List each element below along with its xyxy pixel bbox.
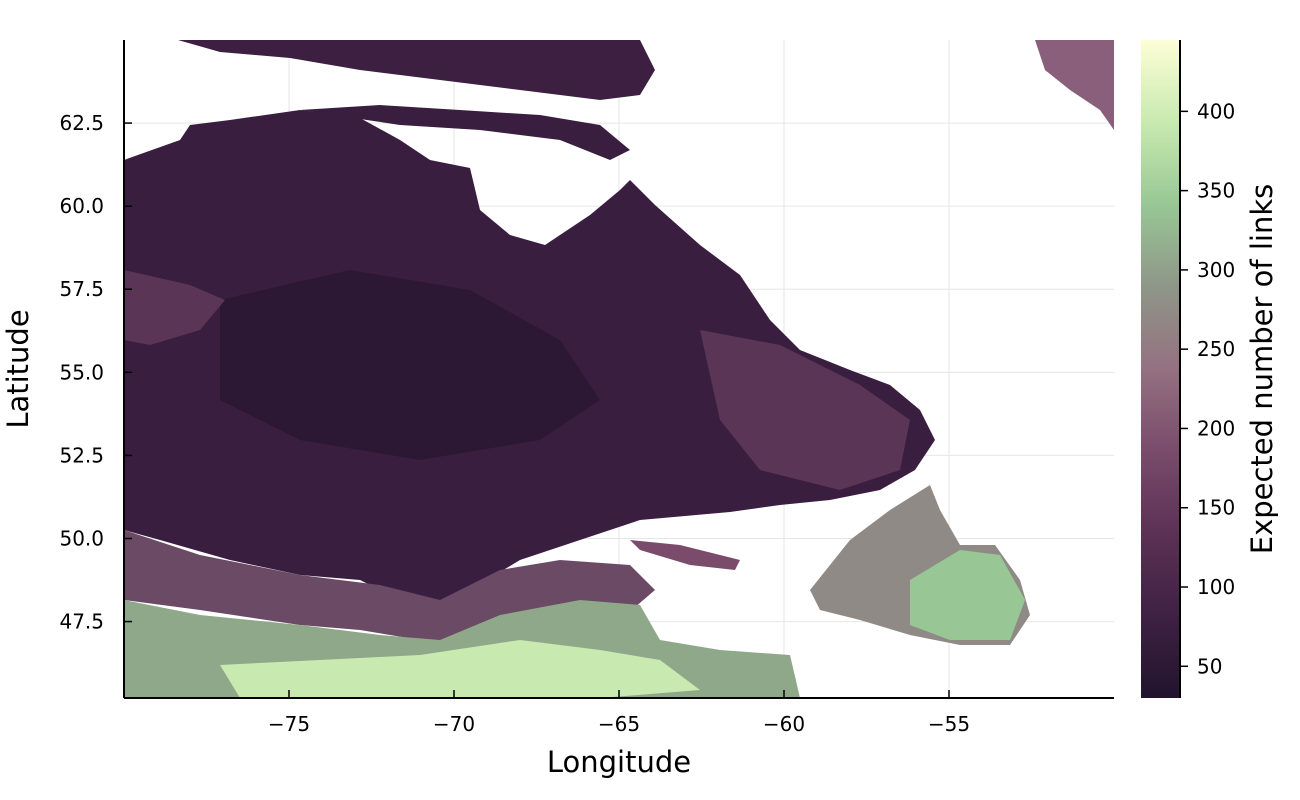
colorbar-tick-label: 50 <box>1197 654 1222 678</box>
y-axis-label: Latitude <box>1 309 35 428</box>
y-tick-label: 50.0 <box>59 526 104 550</box>
colorbar-tick-label: 400 <box>1197 99 1235 123</box>
colorbar-tick-label: 250 <box>1197 337 1235 361</box>
x-ticks: −75 −70 −65 −60 −55 <box>268 690 970 736</box>
y-tick-label: 57.5 <box>59 277 104 301</box>
region-east-light <box>700 330 910 490</box>
colorbar-tick-label: 200 <box>1197 416 1235 440</box>
region-greenland <box>1035 40 1114 130</box>
region-baffin <box>178 40 655 100</box>
y-tick-label: 52.5 <box>59 443 104 467</box>
region-west-islands <box>124 270 225 345</box>
x-tick-label: −65 <box>598 712 640 736</box>
region-baffin-south <box>300 105 630 160</box>
x-tick-label: −55 <box>928 712 970 736</box>
y-tick-label: 60.0 <box>59 194 104 218</box>
colorbar-tick-label: 150 <box>1197 496 1235 520</box>
colorbar-tick-label: 100 <box>1197 575 1235 599</box>
colorbar <box>1141 40 1180 698</box>
colorbar-tick-label: 300 <box>1197 258 1235 282</box>
y-tick-label: 55.0 <box>59 360 104 384</box>
colorbar-ticks: 50 100 150 200 250 300 350 400 <box>1180 99 1235 678</box>
region-core-dark <box>220 270 600 460</box>
y-ticks: 47.5 50.0 52.5 55.0 57.5 60.0 62.5 <box>59 111 132 634</box>
colorbar-tick-label: 350 <box>1197 179 1235 203</box>
region-newfoundland-green <box>910 550 1025 640</box>
heatmap-cells <box>124 40 1114 698</box>
colorbar-label: Expected number of links <box>1245 184 1279 555</box>
x-axis-label: Longitude <box>547 745 691 779</box>
x-tick-label: −75 <box>268 712 310 736</box>
y-tick-label: 62.5 <box>59 111 104 135</box>
x-tick-label: −70 <box>433 712 475 736</box>
y-tick-label: 47.5 <box>59 610 104 634</box>
x-tick-label: −60 <box>763 712 805 736</box>
region-anticosti <box>630 540 740 570</box>
region-south-light <box>220 640 700 698</box>
